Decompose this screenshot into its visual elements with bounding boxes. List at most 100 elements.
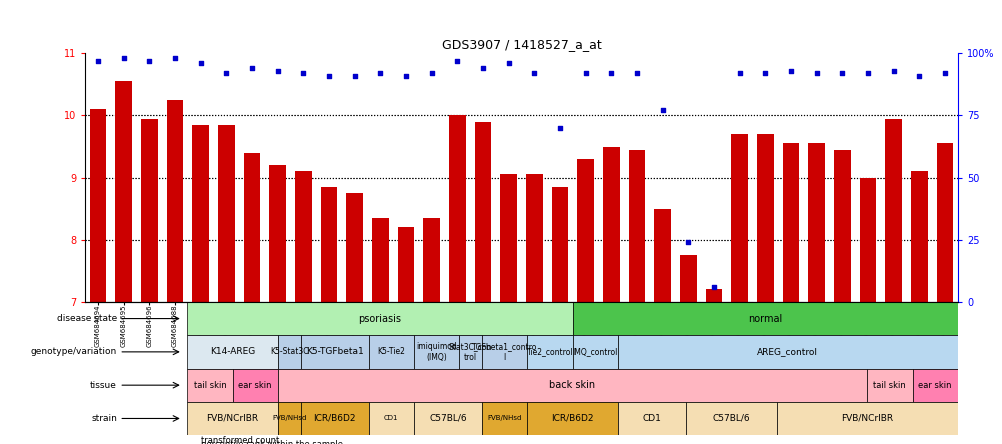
- Bar: [243, 153, 261, 302]
- Point: [475, 65, 491, 72]
- Text: imiquimod
(IMQ): imiquimod (IMQ): [416, 342, 457, 361]
- Bar: [808, 143, 825, 302]
- Bar: [474, 122, 491, 302]
- Text: C57BL/6: C57BL/6: [429, 414, 466, 423]
- Bar: [912, 369, 957, 402]
- Text: tail skin: tail skin: [873, 381, 906, 390]
- Bar: [278, 402, 301, 435]
- Bar: [910, 171, 927, 302]
- Text: strain: strain: [91, 414, 117, 423]
- Bar: [602, 147, 619, 302]
- Bar: [187, 302, 572, 335]
- Text: K5-Stat3C: K5-Stat3C: [270, 347, 309, 357]
- Bar: [685, 402, 776, 435]
- Bar: [867, 369, 912, 402]
- Point: [347, 72, 363, 79]
- Text: Stat3C_con
trol: Stat3C_con trol: [449, 342, 492, 361]
- Bar: [368, 402, 414, 435]
- Text: K5-Tie2: K5-Tie2: [377, 347, 405, 357]
- Bar: [301, 335, 368, 369]
- Bar: [141, 119, 157, 302]
- Text: CD1: CD1: [384, 416, 398, 421]
- Point: [218, 70, 234, 77]
- Text: C57BL/6: C57BL/6: [711, 414, 749, 423]
- Point: [859, 70, 875, 77]
- Point: [730, 70, 746, 77]
- Bar: [481, 335, 527, 369]
- Bar: [187, 335, 278, 369]
- Text: K14-AREG: K14-AREG: [209, 347, 255, 357]
- Text: FVB/NCrIBR: FVB/NCrIBR: [206, 414, 259, 423]
- Bar: [885, 119, 901, 302]
- Bar: [757, 134, 773, 302]
- Point: [705, 283, 721, 290]
- Text: back skin: back skin: [549, 380, 595, 390]
- Point: [449, 57, 465, 64]
- Text: FVB/NHsd: FVB/NHsd: [272, 416, 307, 421]
- Bar: [346, 193, 363, 302]
- Point: [372, 70, 388, 77]
- Bar: [459, 335, 481, 369]
- Bar: [278, 335, 301, 369]
- Bar: [398, 227, 414, 302]
- Text: ear skin: ear skin: [918, 381, 951, 390]
- Bar: [187, 402, 278, 435]
- Point: [423, 70, 439, 77]
- Bar: [481, 402, 527, 435]
- Bar: [617, 402, 685, 435]
- Bar: [782, 143, 799, 302]
- Bar: [936, 143, 953, 302]
- Bar: [527, 402, 617, 435]
- Text: Tie2_control: Tie2_control: [526, 347, 572, 357]
- Text: percentile rank within the sample: percentile rank within the sample: [200, 440, 343, 444]
- Text: K5-TGFbeta1: K5-TGFbeta1: [306, 347, 363, 357]
- Point: [192, 59, 208, 67]
- Point: [90, 57, 106, 64]
- Bar: [414, 335, 459, 369]
- Text: CD1: CD1: [642, 414, 660, 423]
- Bar: [187, 439, 196, 441]
- Bar: [278, 369, 867, 402]
- Bar: [301, 402, 368, 435]
- Point: [679, 239, 695, 246]
- Point: [526, 70, 542, 77]
- Bar: [166, 100, 183, 302]
- Bar: [270, 165, 286, 302]
- Point: [885, 67, 901, 74]
- Point: [141, 57, 157, 64]
- Bar: [295, 171, 312, 302]
- Text: FVB/NCrIBR: FVB/NCrIBR: [841, 414, 893, 423]
- Point: [115, 55, 131, 62]
- Bar: [572, 302, 957, 335]
- Point: [167, 55, 183, 62]
- Bar: [730, 134, 747, 302]
- Text: psoriasis: psoriasis: [358, 313, 401, 324]
- Point: [551, 124, 567, 131]
- Bar: [776, 402, 957, 435]
- Point: [911, 72, 927, 79]
- Point: [243, 65, 260, 72]
- Point: [603, 70, 619, 77]
- Point: [295, 70, 311, 77]
- Text: AREG_control: AREG_control: [757, 347, 818, 357]
- Bar: [187, 443, 196, 444]
- Point: [936, 70, 952, 77]
- Bar: [232, 369, 278, 402]
- Bar: [115, 81, 132, 302]
- Bar: [705, 289, 721, 302]
- Text: transformed count: transformed count: [200, 436, 279, 444]
- Point: [500, 59, 516, 67]
- Bar: [449, 115, 465, 302]
- Title: GDS3907 / 1418527_a_at: GDS3907 / 1418527_a_at: [441, 38, 601, 51]
- Bar: [628, 150, 644, 302]
- Bar: [551, 187, 568, 302]
- Text: TGFbeta1_contro
l: TGFbeta1_contro l: [471, 342, 537, 361]
- Point: [321, 72, 337, 79]
- Bar: [577, 159, 593, 302]
- Bar: [192, 125, 208, 302]
- Text: FVB/NHsd: FVB/NHsd: [487, 416, 521, 421]
- Text: disease state: disease state: [57, 314, 117, 323]
- Point: [808, 70, 824, 77]
- Point: [577, 70, 593, 77]
- Bar: [321, 187, 337, 302]
